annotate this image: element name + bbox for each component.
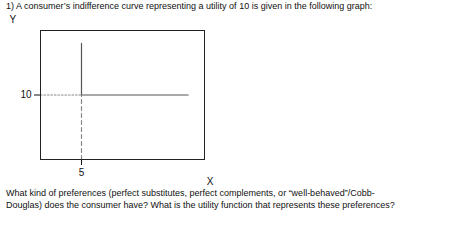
html-text:1) A consumer’s indifference c: 1) A consumer’s indifference curve repre… — [6, 1, 373, 11]
svg-text:X: X — [207, 176, 214, 187]
svg-text:10: 10 — [20, 89, 32, 100]
svg-text:5: 5 — [79, 167, 85, 178]
svg-text:Y: Y — [10, 14, 17, 25]
html-text:What kind of preferences (perf: What kind of preferences (perfect substi… — [6, 188, 375, 198]
html-text:Douglas) does the consumer hav: Douglas) does the consumer have? What is… — [6, 200, 395, 210]
